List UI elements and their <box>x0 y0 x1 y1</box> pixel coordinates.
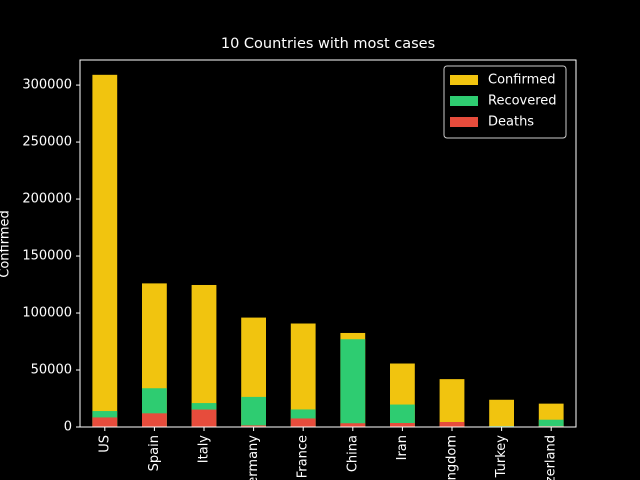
legend-swatch <box>450 117 478 127</box>
bar <box>340 339 366 427</box>
legend-label: Confirmed <box>488 73 556 88</box>
x-tick-label: China <box>345 435 360 472</box>
bar <box>191 409 217 427</box>
bar <box>538 419 564 427</box>
x-tick-label: Italy <box>197 435 212 464</box>
y-axis-label: Confirmed <box>0 210 13 278</box>
legend-swatch <box>450 75 478 85</box>
bar <box>241 396 266 427</box>
bar <box>439 379 465 427</box>
bar <box>340 423 366 427</box>
y-tick-label: 50000 <box>31 363 72 378</box>
bar <box>142 413 167 427</box>
x-tick-label: Spain <box>147 435 162 471</box>
chart-title: 10 Countries with most cases <box>221 36 435 52</box>
bar <box>92 74 118 427</box>
y-tick-label: 200000 <box>22 192 72 207</box>
legend-label: Recovered <box>488 94 557 109</box>
x-tick-label: Turkey <box>494 435 509 479</box>
y-tick-label: 300000 <box>22 78 72 93</box>
bar <box>390 404 415 427</box>
bar <box>390 423 415 427</box>
bar <box>290 418 316 427</box>
legend: Confirmed Recovered Deaths <box>443 65 567 139</box>
x-tick-label: Switzerland <box>544 435 559 480</box>
x-tick-label: France <box>296 435 311 478</box>
x-tick-label: Germany <box>246 435 261 480</box>
x-tick-label: Iran <box>395 435 410 460</box>
y-tick-label: 150000 <box>22 249 72 264</box>
bar <box>489 399 514 427</box>
x-tick-label: United Kingdom <box>445 435 460 480</box>
plot-frame <box>79 59 577 428</box>
legend-swatch <box>450 96 478 106</box>
bar <box>439 421 465 427</box>
y-tick-label: 0 <box>64 420 72 435</box>
bar <box>241 425 266 427</box>
x-tick-label: US <box>97 435 112 453</box>
bar <box>92 417 118 427</box>
legend-label: Deaths <box>488 115 534 130</box>
y-tick-label: 100000 <box>22 306 72 321</box>
y-tick-label: 250000 <box>22 135 72 150</box>
